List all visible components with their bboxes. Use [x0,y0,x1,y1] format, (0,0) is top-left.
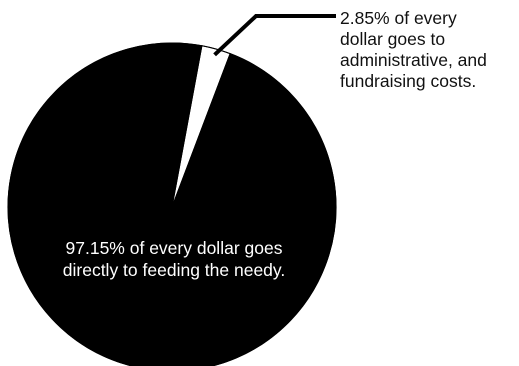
large-slice-label-line-2: directly to feeding the needy. [62,260,286,280]
small-slice-label-line-4: fundraising costs. [340,71,477,91]
small-slice-label-line-1: 2.85% of every [340,8,457,28]
pie-slices [7,42,337,366]
pie-slice-feeding-the-needy [7,42,337,366]
small-slice-label: 2.85% of every dollar goes to administra… [340,8,515,92]
large-slice-label-line-1: 97.15% of every dollar goes [65,238,283,258]
callout-leader-line [213,14,336,57]
small-slice-label-line-3: administrative, and [340,50,487,70]
small-slice-label-line-2: dollar goes to [340,29,446,49]
pie-outline [7,42,337,366]
large-slice-label: 97.15% of every dollar goes directly to … [22,237,326,281]
